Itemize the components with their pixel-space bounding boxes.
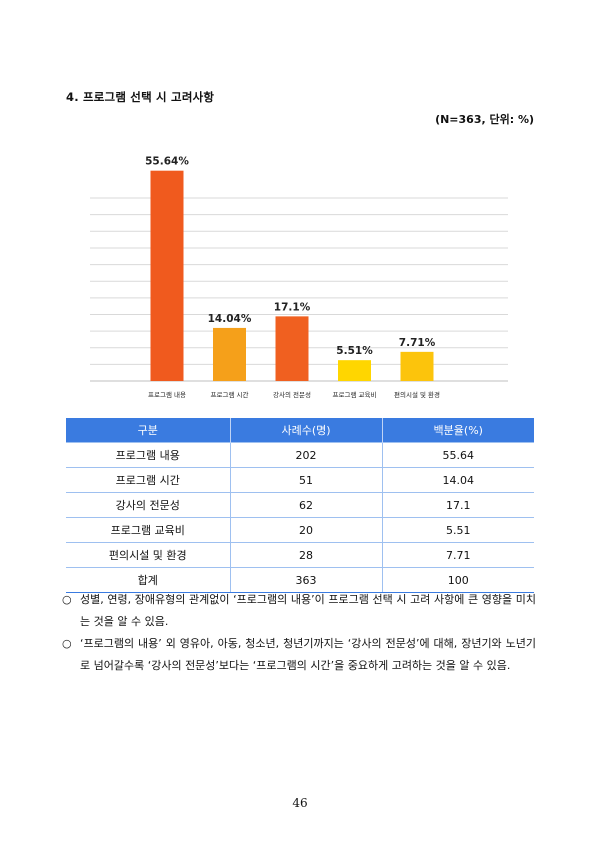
cell-count: 62 [229, 492, 382, 518]
table-row: 강사의 전문성 62 17.1 [66, 492, 534, 518]
section-title: 4. 프로그램 선택 시 고려사항 [66, 90, 215, 104]
cell-percent: 14.04 [381, 467, 534, 493]
bar [275, 316, 309, 381]
bar [338, 360, 371, 381]
note-item: ○ 성별, 연령, 장애유형의 관계없이 ‘프로그램의 내용’이 프로그램 선택… [62, 589, 536, 633]
category-label: 편의시설 및 환경 [394, 390, 440, 399]
data-label: 55.64% [145, 156, 189, 168]
data-label: 7.71% [399, 337, 436, 349]
cell-percent: 100 [381, 567, 534, 593]
table-header-row: 구분 사례수(명) 백분율(%) [66, 418, 534, 443]
cell-count: 28 [229, 542, 382, 568]
header-count: 사례수(명) [229, 418, 382, 443]
table-row: 프로그램 내용 202 55.64 [66, 442, 534, 468]
cell-count: 202 [229, 442, 382, 468]
category-label: 프로그램 내용 [148, 390, 186, 399]
circle-bullet-icon: ○ [62, 637, 72, 650]
category-label: 프로그램 교육비 [333, 390, 377, 399]
bar [400, 351, 434, 381]
cell-category: 프로그램 내용 [66, 442, 230, 468]
cell-percent: 17.1 [381, 492, 534, 518]
page-number: 46 [292, 796, 308, 810]
results-table: 구분 사례수(명) 백분율(%) 프로그램 내용 202 55.64 프로그램 … [66, 418, 534, 593]
cell-percent: 7.71 [381, 542, 534, 568]
header-category: 구분 [66, 418, 230, 443]
cell-category: 강사의 전문성 [66, 492, 230, 518]
cell-category: 합계 [66, 567, 230, 593]
cell-count: 363 [229, 567, 382, 593]
table-row: 프로그램 교육비 20 5.51 [66, 517, 534, 543]
table-total-row: 합계 363 100 [66, 567, 534, 593]
cell-category: 프로그램 시간 [66, 467, 230, 493]
data-label: 14.04% [208, 313, 252, 325]
cell-category: 프로그램 교육비 [66, 517, 230, 543]
table-row: 편의시설 및 환경 28 7.71 [66, 542, 534, 568]
header-percent: 백분율(%) [381, 418, 534, 443]
cell-percent: 5.51 [381, 517, 534, 543]
note-text: ‘프로그램의 내용’ 외 영유아, 아동, 청소년, 청년기까지는 ‘강사의 전… [80, 637, 536, 672]
bar-chart: 55.64% 프로그램 내용 14.04% 프로그램 시간 17.1% 강사의 전문성 5.… [90, 156, 508, 399]
note-item: ○ ‘프로그램의 내용’ 외 영유아, 아동, 청소년, 청년기까지는 ‘강사의… [62, 633, 536, 677]
data-label: 17.1% [274, 301, 311, 313]
data-label: 5.51% [336, 345, 373, 357]
notes: ○ 성별, 연령, 장애유형의 관계없이 ‘프로그램의 내용’이 프로그램 선택… [62, 589, 536, 677]
note-text: 성별, 연령, 장애유형의 관계없이 ‘프로그램의 내용’이 프로그램 선택 시… [80, 593, 536, 628]
cell-category: 편의시설 및 환경 [66, 542, 230, 568]
bar [213, 327, 246, 381]
cell-count: 51 [229, 467, 382, 493]
table-row: 프로그램 시간 51 14.04 [66, 467, 534, 493]
circle-bullet-icon: ○ [62, 593, 72, 606]
sample-unit-note: (N=363, 단위: %) [435, 113, 534, 126]
cell-count: 20 [229, 517, 382, 543]
category-label: 프로그램 시간 [211, 390, 249, 399]
category-label: 강사의 전문성 [273, 390, 311, 399]
bar [150, 170, 184, 381]
cell-percent: 55.64 [381, 442, 534, 468]
